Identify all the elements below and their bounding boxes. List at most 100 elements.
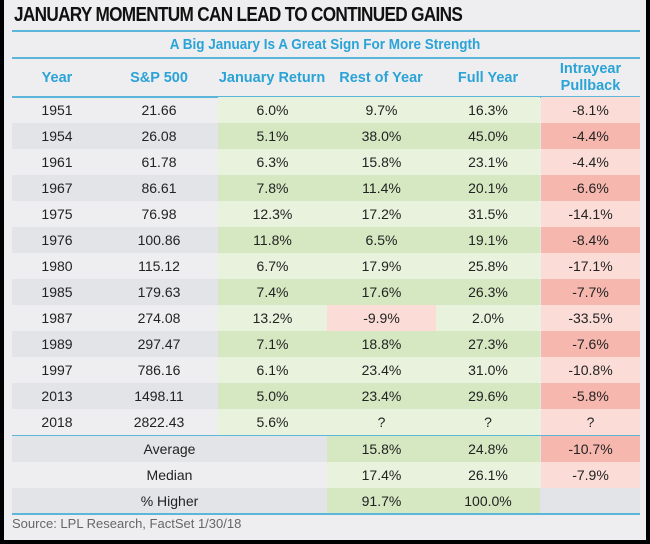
cell-rest-of-year: ? [327, 409, 436, 435]
cell-full-year: 20.1% [436, 175, 540, 201]
cell-rest-of-year: 17.6% [327, 279, 436, 305]
cell-sp500: 76.98 [141, 206, 177, 222]
cell-full-year: 2.0% [436, 305, 540, 331]
cell-january-return: 5.1% [218, 123, 327, 149]
summary-pullback [541, 488, 640, 514]
summary-pullback: -10.7% [541, 436, 640, 462]
cell-rest-of-year: 23.4% [327, 357, 436, 383]
cell-january-return: 6.3% [218, 149, 327, 175]
cell-rest-of-year: 15.8% [327, 149, 436, 175]
table-row: 1989 297.47 7.1% 18.8% 27.3% -7.6% [12, 331, 640, 357]
cell-year: 1980 [41, 258, 73, 274]
summary-label: Median [146, 467, 193, 483]
summary-rest-of-year: 17.4% [327, 462, 436, 488]
divider [12, 513, 640, 515]
chart-title: JANUARY MOMENTUM CAN LEAD TO CONTINUED G… [14, 4, 463, 26]
summary-rest-of-year: 15.8% [327, 436, 436, 462]
cell-full-year: 23.1% [436, 149, 540, 175]
cell-year: 1951 [41, 102, 73, 118]
cell-year: 1954 [41, 128, 73, 144]
cell-intrayear-pullback: -14.1% [541, 201, 640, 227]
header-full-year: Full Year [457, 69, 519, 86]
cell-rest-of-year: 6.5% [327, 227, 436, 253]
cell-january-return: 5.0% [218, 383, 327, 409]
cell-january-return: 5.6% [218, 409, 327, 435]
cell-sp500: 1498.11 [134, 388, 184, 404]
header-sp500: S&P 500 [130, 69, 188, 86]
cell-intrayear-pullback: -4.4% [541, 123, 640, 149]
summary-full-year: 26.1% [436, 462, 540, 488]
cell-year: 2013 [41, 388, 73, 404]
cell-full-year: 25.8% [436, 253, 540, 279]
cell-year: 1989 [41, 336, 73, 352]
cell-rest-of-year: 38.0% [327, 123, 436, 149]
cell-full-year: 16.3% [436, 97, 540, 123]
cell-sp500: 61.78 [141, 154, 177, 170]
table-row: 1980 115.12 6.7% 17.9% 25.8% -17.1% [12, 253, 640, 279]
table-row: 1954 26.08 5.1% 38.0% 45.0% -4.4% [12, 123, 640, 149]
cell-full-year: 19.1% [436, 227, 540, 253]
header-intrayear-pullback: Intrayear Pullback [559, 61, 622, 94]
table-row: 1985 179.63 7.4% 17.6% 26.3% -7.7% [12, 279, 640, 305]
cell-intrayear-pullback: -10.8% [541, 357, 640, 383]
table-row: 1951 21.66 6.0% 9.7% 16.3% -8.1% [12, 97, 640, 123]
cell-rest-of-year: 11.4% [327, 175, 436, 201]
summary-full-year: 24.8% [436, 436, 540, 462]
cell-full-year: 27.3% [436, 331, 540, 357]
cell-sp500: 86.61 [141, 180, 177, 196]
cell-january-return: 6.7% [218, 253, 327, 279]
source-note: Source: LPL Research, FactSet 1/30/18 [12, 516, 242, 531]
cell-january-return: 6.0% [218, 97, 327, 123]
cell-sp500: 100.86 [137, 232, 181, 248]
cell-sp500: 115.12 [138, 258, 180, 274]
cell-intrayear-pullback: ? [541, 409, 640, 435]
cell-january-return: 7.8% [218, 175, 327, 201]
cell-january-return: 6.1% [218, 357, 327, 383]
table-body: 1951 21.66 6.0% 9.7% 16.3% -8.1% 1954 26.08 5.1%… [12, 97, 640, 435]
cell-intrayear-pullback: -8.1% [541, 97, 640, 123]
cell-intrayear-pullback: -4.4% [541, 149, 640, 175]
cell-sp500: 786.16 [137, 362, 181, 378]
cell-sp500: 274.08 [137, 310, 181, 326]
header-year: Year [41, 69, 73, 86]
cell-full-year: 31.0% [436, 357, 540, 383]
summary-rest-of-year: 91.7% [327, 488, 436, 514]
cell-intrayear-pullback: -8.4% [541, 227, 640, 253]
cell-year: 1987 [41, 310, 73, 326]
cell-intrayear-pullback: -7.6% [541, 331, 640, 357]
table-row: 2013 1498.11 5.0% 23.4% 29.6% -5.8% [12, 383, 640, 409]
summary-row: % Higher 91.7% 100.0% [12, 488, 640, 514]
table-row: 1997 786.16 6.1% 23.4% 31.0% -10.8% [12, 357, 640, 383]
cell-full-year: 26.3% [436, 279, 540, 305]
cell-rest-of-year: 17.9% [327, 253, 436, 279]
divider [12, 57, 640, 59]
summary-row: Median 17.4% 26.1% -7.9% [12, 462, 640, 488]
cell-january-return: 13.2% [218, 305, 327, 331]
cell-rest-of-year: 17.2% [327, 201, 436, 227]
cell-year: 2018 [41, 414, 73, 430]
cell-rest-of-year: 23.4% [327, 383, 436, 409]
cell-year: 1997 [41, 362, 73, 378]
cell-year: 1985 [41, 284, 73, 300]
summary-label: Average [143, 441, 196, 457]
summary-full-year: 100.0% [436, 488, 540, 514]
cell-year: 1961 [41, 154, 73, 170]
cell-rest-of-year: 9.7% [327, 97, 436, 123]
table-summary: Average 15.8% 24.8% -10.7% Median 17.4% 26.1% -… [12, 436, 640, 514]
table-row: 1987 274.08 13.2% -9.9% 2.0% -33.5% [12, 305, 640, 331]
cell-full-year: ? [436, 409, 540, 435]
cell-sp500: 179.63 [137, 284, 181, 300]
cell-sp500: 297.47 [137, 336, 181, 352]
table-row: 1967 86.61 7.8% 11.4% 20.1% -6.6% [12, 175, 640, 201]
summary-label: % Higher [140, 493, 199, 509]
cell-full-year: 31.5% [436, 201, 540, 227]
cell-january-return: 7.4% [218, 279, 327, 305]
cell-year: 1976 [41, 232, 73, 248]
cell-sp500: 26.08 [141, 128, 177, 144]
cell-intrayear-pullback: -5.8% [541, 383, 640, 409]
divider [12, 30, 640, 32]
header-rest-of-year: Rest of Year [339, 69, 423, 86]
header-january-return: January Return [218, 69, 326, 86]
cell-january-return: 12.3% [218, 201, 327, 227]
cell-full-year: 29.6% [436, 383, 540, 409]
